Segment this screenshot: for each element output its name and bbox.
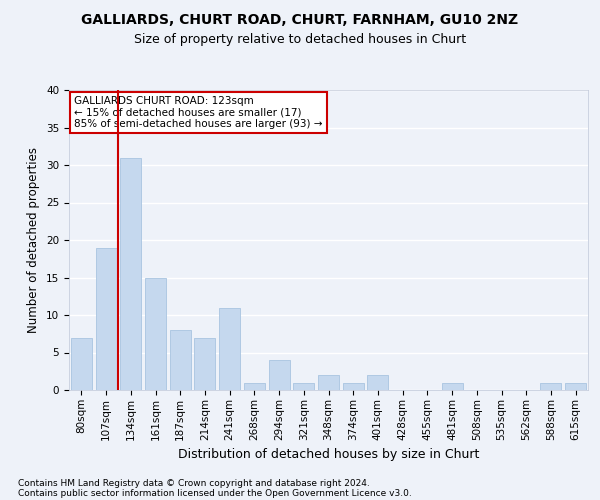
Bar (565, 382, 586, 390)
Bar (194, 338, 215, 390)
Bar (120, 158, 141, 390)
Bar (293, 382, 314, 390)
Bar (95, 248, 116, 390)
Text: GALLIARDS CHURT ROAD: 123sqm
← 15% of detached houses are smaller (17)
85% of se: GALLIARDS CHURT ROAD: 123sqm ← 15% of de… (74, 96, 323, 129)
Text: Contains HM Land Registry data © Crown copyright and database right 2024.: Contains HM Land Registry data © Crown c… (18, 478, 370, 488)
Bar (318, 375, 339, 390)
Bar (71, 338, 92, 390)
Text: Contains public sector information licensed under the Open Government Licence v3: Contains public sector information licen… (18, 488, 412, 498)
Bar (367, 375, 388, 390)
Bar (170, 330, 191, 390)
Bar (269, 360, 290, 390)
Bar (145, 278, 166, 390)
Bar (442, 382, 463, 390)
Text: GALLIARDS, CHURT ROAD, CHURT, FARNHAM, GU10 2NZ: GALLIARDS, CHURT ROAD, CHURT, FARNHAM, G… (82, 12, 518, 26)
Bar (343, 382, 364, 390)
Bar (219, 308, 240, 390)
Y-axis label: Number of detached properties: Number of detached properties (28, 147, 40, 333)
X-axis label: Distribution of detached houses by size in Churt: Distribution of detached houses by size … (178, 448, 479, 461)
Bar (244, 382, 265, 390)
Bar (541, 382, 562, 390)
Text: Size of property relative to detached houses in Churt: Size of property relative to detached ho… (134, 32, 466, 46)
